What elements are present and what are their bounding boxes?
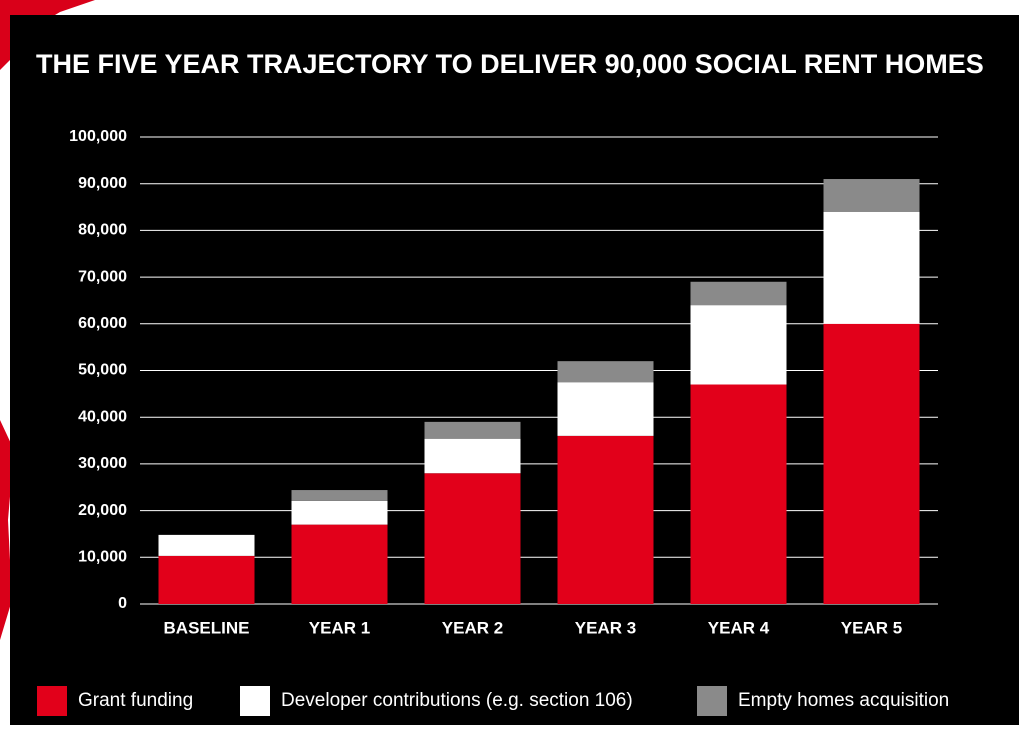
- x-tick-label: YEAR 1: [309, 618, 370, 637]
- bar-segment: [823, 179, 920, 212]
- bar-segment: [557, 361, 654, 383]
- bar-segment: [158, 555, 255, 604]
- y-tick-label: 70,000: [78, 268, 127, 285]
- x-tick-label: YEAR 3: [575, 618, 636, 637]
- bar-segment: [291, 524, 388, 604]
- bar-segment: [823, 323, 920, 604]
- legend-swatch: [37, 686, 67, 716]
- bar-segment: [557, 435, 654, 604]
- bar-segment: [690, 305, 787, 385]
- y-tick-label: 10,000: [78, 549, 127, 566]
- legend-swatch: [240, 686, 270, 716]
- y-tick-label: 100,000: [69, 128, 127, 145]
- legend-label: Developer contributions (e.g. section 10…: [281, 690, 633, 711]
- y-tick-label: 80,000: [78, 222, 127, 239]
- chart-title: THE FIVE YEAR TRAJECTORY TO DELIVER 90,0…: [36, 49, 984, 79]
- x-tick-label: YEAR 4: [708, 618, 770, 637]
- bar-segment: [557, 382, 654, 436]
- bar-segment: [291, 490, 388, 501]
- bar-segment: [424, 438, 521, 474]
- x-tick-label: YEAR 5: [841, 618, 902, 637]
- y-tick-label: 20,000: [78, 502, 127, 519]
- bar-segment: [424, 473, 521, 604]
- bar-segment: [690, 281, 787, 306]
- bar-segment: [291, 500, 388, 525]
- x-tick-label: BASELINE: [164, 618, 250, 637]
- y-tick-label: 60,000: [78, 315, 127, 332]
- y-tick-label: 30,000: [78, 455, 127, 472]
- y-tick-label: 40,000: [78, 408, 127, 425]
- legend-swatch: [697, 686, 727, 716]
- legend-label: Empty homes acquisition: [738, 690, 949, 711]
- bar-segment: [690, 384, 787, 604]
- legend-label: Grant funding: [78, 690, 193, 711]
- bar-segment: [424, 421, 521, 439]
- y-tick-label: 50,000: [78, 362, 127, 379]
- y-tick-label: 0: [118, 595, 127, 612]
- bar-segment: [823, 211, 920, 324]
- bar-segment: [158, 534, 255, 556]
- y-tick-label: 90,000: [78, 175, 127, 192]
- x-tick-label: YEAR 2: [442, 618, 503, 637]
